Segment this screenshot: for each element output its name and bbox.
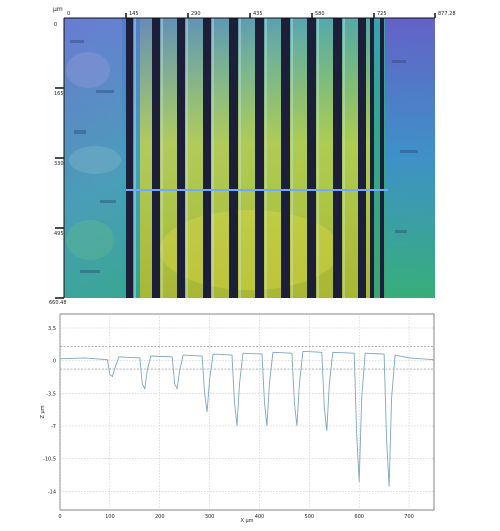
- profile-chart: 0 100 200 300 400 500 600 700 3,5 0 -3,5 -7 -10,5 -1…: [40, 313, 435, 524]
- groove: [370, 18, 374, 298]
- x-tick-label: 0: [58, 514, 61, 520]
- x-tick-label: 435: [253, 11, 263, 17]
- x-tick-label: 0: [67, 11, 71, 17]
- groove: [203, 18, 211, 298]
- x-tick-label: 600: [354, 514, 364, 520]
- profile-line: [126, 189, 388, 191]
- x-tick-label: 145: [129, 11, 139, 17]
- x-tick-label: 400: [255, 514, 265, 520]
- y-tick-label: 0: [53, 359, 56, 365]
- plot-area: [59, 313, 435, 511]
- height-map-panel: μm 0 145 290 435 580 725 877.28 0 165 33…: [49, 6, 456, 306]
- x-tick-label: 290: [191, 11, 201, 17]
- x-tick-label: 700: [404, 514, 414, 520]
- groove: [380, 18, 384, 298]
- x-tick-label: 877.28: [438, 11, 456, 17]
- height-map-svg: [55, 13, 436, 299]
- y-tick-label: -10,5: [43, 457, 56, 463]
- y-tick-label: 3,5: [48, 326, 56, 332]
- groove: [358, 18, 366, 298]
- y-tick-label: -7: [51, 424, 56, 430]
- groove: [177, 18, 185, 298]
- x-tick-label: 200: [155, 514, 165, 520]
- y-tick-label: 660.48: [49, 300, 67, 306]
- reference-lines: [60, 346, 434, 370]
- y-axis-label: Z μm: [40, 405, 46, 418]
- x-tick-label: 100: [105, 514, 115, 520]
- grooves: [126, 18, 384, 298]
- x-tick-label: 725: [377, 11, 387, 17]
- y-tick-label: -3,5: [46, 391, 56, 397]
- groove: [255, 18, 264, 298]
- groove: [307, 18, 316, 298]
- x-tick-label: 500: [305, 514, 315, 520]
- y-tick-label: 0: [54, 22, 58, 28]
- groove: [333, 18, 342, 298]
- x-tick-label: 300: [205, 514, 215, 520]
- profile-chart-panel: 0 100 200 300 400 500 600 700 3,5 0 -3,5 -7 -10,5 -1…: [0, 310, 500, 527]
- y-tick-label: 495: [54, 231, 64, 237]
- groove: [229, 18, 238, 298]
- y-axis-ticks: 3,5 0 -3,5 -7 -10,5 -14: [43, 326, 56, 495]
- x-axis-ticks: 0 100 200 300 400 500 600 700: [58, 514, 413, 520]
- y-tick-label: -14: [48, 489, 56, 495]
- x-tick-label: 580: [315, 11, 325, 17]
- y-tick-label: 330: [54, 161, 64, 167]
- profile-series-line: [59, 350, 435, 487]
- unit-label: μm: [53, 6, 63, 13]
- x-axis-label: X μm: [240, 518, 253, 524]
- groove: [152, 18, 160, 298]
- groove: [126, 18, 133, 298]
- groove: [281, 18, 290, 298]
- y-tick-label: 165: [54, 91, 64, 97]
